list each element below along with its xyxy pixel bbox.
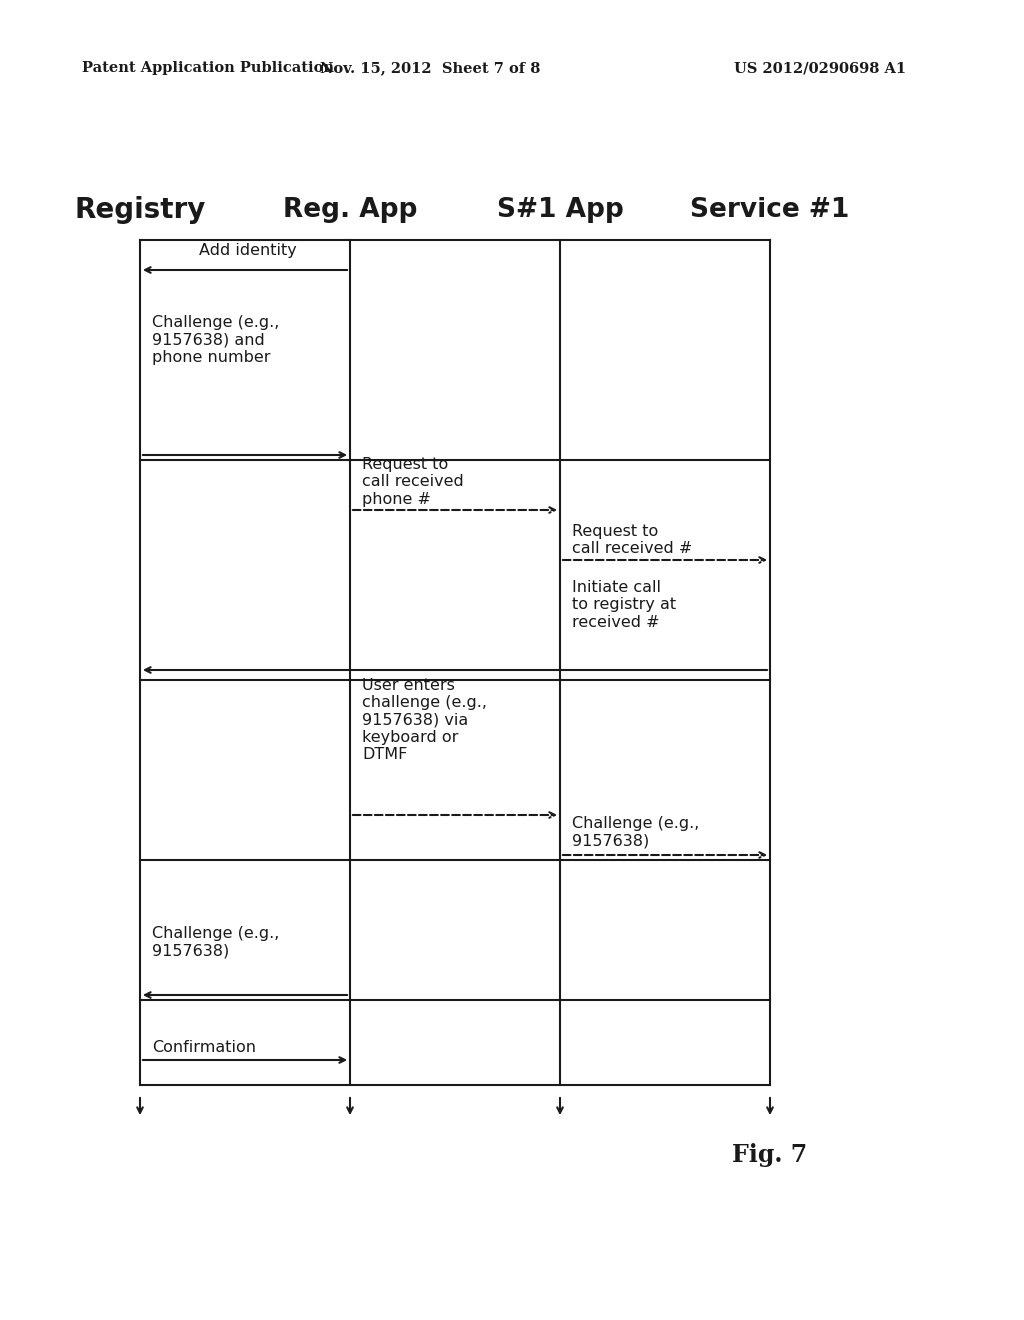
Text: User enters
challenge (e.g.,
9157638) via
keyboard or
DTMF: User enters challenge (e.g., 9157638) vi… <box>362 677 487 762</box>
Text: Nov. 15, 2012  Sheet 7 of 8: Nov. 15, 2012 Sheet 7 of 8 <box>319 61 541 75</box>
Text: Registry: Registry <box>75 195 206 224</box>
Text: Fig. 7: Fig. 7 <box>732 1143 808 1167</box>
Text: US 2012/0290698 A1: US 2012/0290698 A1 <box>734 61 906 75</box>
Text: S#1 App: S#1 App <box>497 197 624 223</box>
Text: Request to
call received #: Request to call received # <box>572 524 692 556</box>
Text: Reg. App: Reg. App <box>283 197 417 223</box>
Text: Request to
call received
phone #: Request to call received phone # <box>362 457 464 507</box>
Text: Patent Application Publication: Patent Application Publication <box>82 61 334 75</box>
Text: Service #1: Service #1 <box>690 197 850 223</box>
Text: Confirmation: Confirmation <box>152 1040 256 1055</box>
Text: Initiate call
to registry at
received #: Initiate call to registry at received # <box>572 579 676 630</box>
Text: Challenge (e.g.,
9157638) and
phone number: Challenge (e.g., 9157638) and phone numb… <box>152 315 280 364</box>
Text: Challenge (e.g.,
9157638): Challenge (e.g., 9157638) <box>572 816 699 849</box>
Text: Add identity: Add identity <box>199 243 297 257</box>
Text: Challenge (e.g.,
9157638): Challenge (e.g., 9157638) <box>152 925 280 958</box>
